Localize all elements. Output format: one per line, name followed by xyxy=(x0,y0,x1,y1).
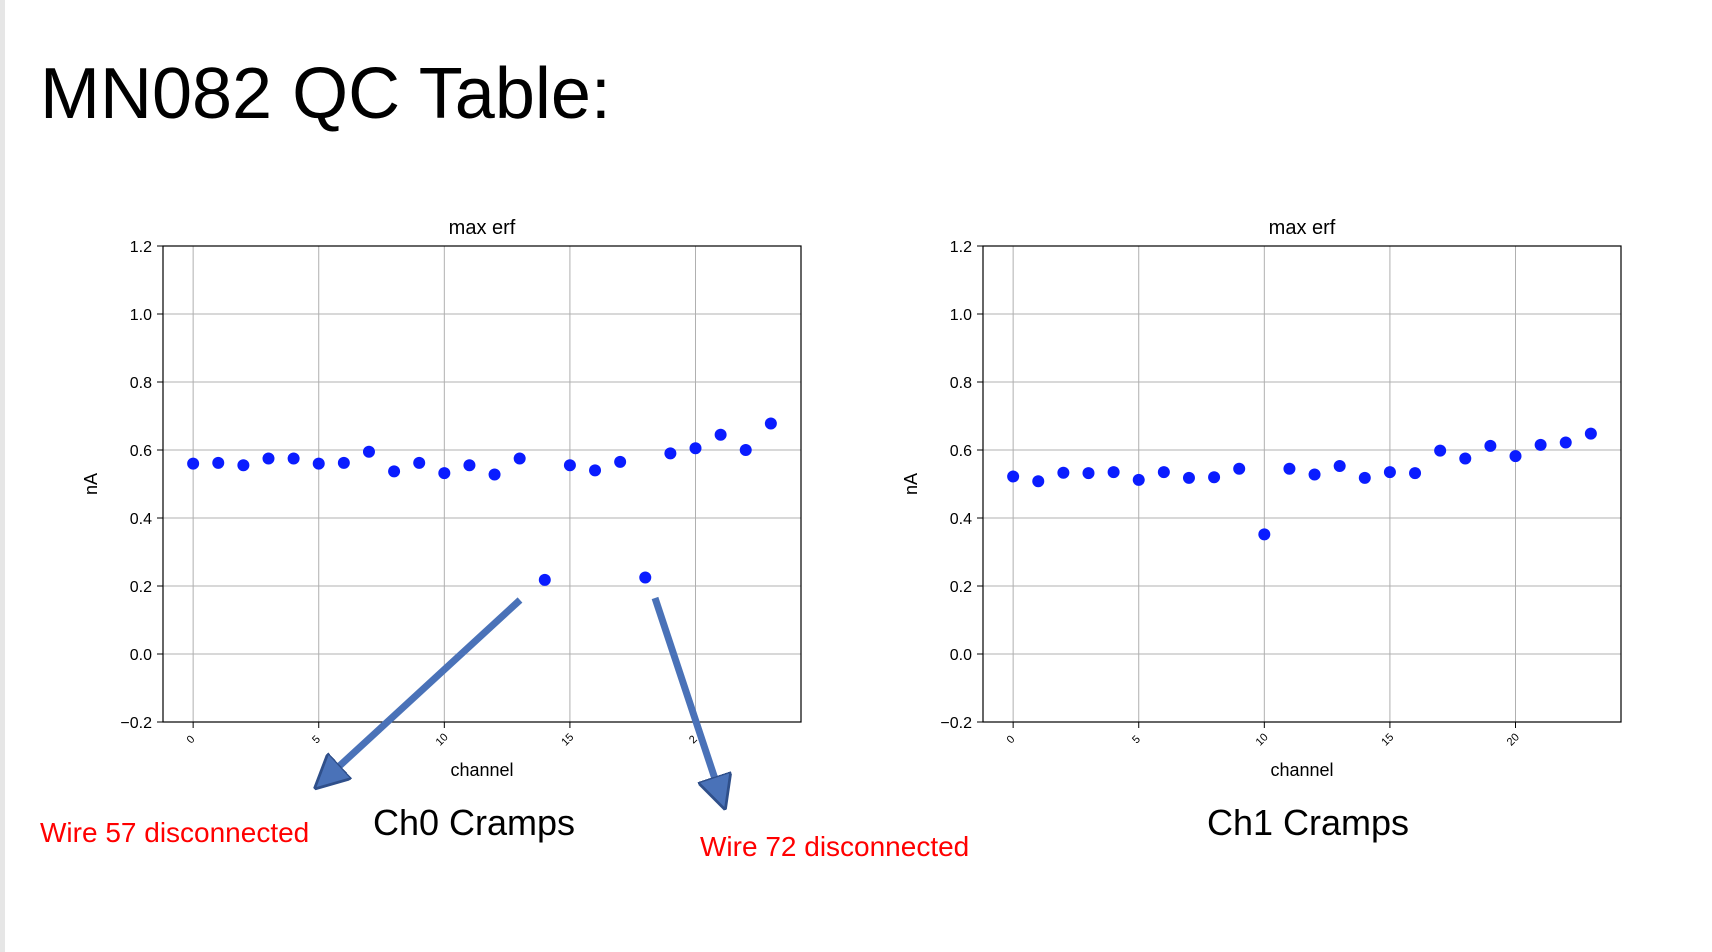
chart-ch1-point-19 xyxy=(1484,439,1497,452)
chart-ch1-point-14 xyxy=(1358,471,1371,484)
chart-ch0-xtick-label-2: 10 xyxy=(434,731,451,748)
chart-ch1-plot-frame xyxy=(982,245,1622,723)
chart-ch1-point-0 xyxy=(1007,470,1020,483)
chart-ch0-ytick-label-1: 0.0 xyxy=(130,647,152,664)
chart-ch1-xtick-label-4: 20 xyxy=(1505,731,1522,748)
chart-ch0-point-10 xyxy=(438,467,451,480)
chart-ch0-xtick-label-1: 5 xyxy=(310,733,323,746)
chart-ch0-point-16 xyxy=(589,464,602,477)
annotation-wire57: Wire 57 disconnected xyxy=(40,817,310,848)
chart-ch1-point-17 xyxy=(1434,444,1447,457)
chart-ch1-ytick-label-6: 1.0 xyxy=(950,307,972,324)
chart-ch1-xtick-label-3: 15 xyxy=(1379,731,1396,748)
annotation-wire72: Wire 72 disconnected xyxy=(700,831,970,862)
slide-title: MN082 QC Table: xyxy=(40,54,611,134)
chart-ch0-ytick-label-6: 1.0 xyxy=(130,307,152,324)
chart-ch0-point-2 xyxy=(237,459,250,472)
chart-ch1-ytick-label-5: 0.8 xyxy=(950,375,972,392)
chart-ch0-point-7 xyxy=(362,445,375,458)
chart-ch0-point-17 xyxy=(614,455,627,468)
chart-ch0-ytick-label-0: −0.2 xyxy=(120,715,152,732)
chart-ch1-point-20 xyxy=(1509,450,1522,463)
chart-ch1-point-6 xyxy=(1157,466,1170,479)
chart-ch1-max-erf: −0.2 0.0 0.2 0.4 0.6 0.8 1.0 1.2 0 5 10 15 20 max erf… xyxy=(901,217,1622,780)
chart-ch1-point-11 xyxy=(1283,462,1296,475)
chart-ch1-point-4 xyxy=(1107,466,1120,479)
chart-ch0-ytick-label-4: 0.6 xyxy=(130,443,152,460)
chart-ch0-ytick-label-3: 0.4 xyxy=(130,511,152,528)
chart-ch1-ytick-label-7: 1.2 xyxy=(950,239,972,256)
chart-ch1-point-15 xyxy=(1383,466,1396,479)
chart-ch1-point-23 xyxy=(1584,427,1597,440)
chart-ch0-ylabel: nA xyxy=(81,473,101,495)
chart-ch1-point-7 xyxy=(1182,471,1195,484)
chart-ch0-point-23 xyxy=(764,417,777,430)
chart-ch0-point-11 xyxy=(463,459,476,472)
chart-ch0-point-15 xyxy=(563,459,576,472)
chart-ch0-ytick-label-7: 1.2 xyxy=(130,239,152,256)
chart-ch1-ylabel: nA xyxy=(901,473,921,495)
chart-ch1-point-3 xyxy=(1082,467,1095,480)
chart-ch1-xlabel: channel xyxy=(1270,760,1333,780)
chart-ch1-point-12 xyxy=(1308,468,1321,481)
chart-ch1-point-21 xyxy=(1534,438,1547,451)
chart-ch0-ytick-label-2: 0.2 xyxy=(130,579,152,596)
chart-ch1-ytick-label-3: 0.4 xyxy=(950,511,972,528)
chart-ch1-point-16 xyxy=(1409,467,1422,480)
chart-ch0-xlabel: channel xyxy=(450,760,513,780)
chart-ch1-point-13 xyxy=(1333,459,1346,472)
chart-ch0-point-12 xyxy=(488,468,501,481)
slide-left-edge xyxy=(0,0,5,952)
chart-ch0-point-8 xyxy=(388,465,401,478)
chart-ch0-point-14 xyxy=(538,573,551,586)
chart-ch0-max-erf: −0.2 0.0 0.2 0.4 0.6 0.8 1.0 1.2 0 5 10 15 2 max erf c… xyxy=(81,217,802,780)
chart-ch0-point-6 xyxy=(337,456,350,469)
chart-ch0-point-3 xyxy=(262,452,275,465)
chart-ch1-point-1 xyxy=(1032,475,1045,488)
chart-ch1-xtick-label-0: 0 xyxy=(1005,733,1018,746)
chart-ch1-xtick-label-2: 10 xyxy=(1254,731,1271,748)
chart-ch1-xtick-label-1: 5 xyxy=(1130,733,1143,746)
caption-ch0: Ch0 Cramps xyxy=(373,802,576,843)
chart-ch0-point-20 xyxy=(689,442,702,455)
chart-ch1-ytick-label-2: 0.2 xyxy=(950,579,972,596)
chart-ch1-point-9 xyxy=(1233,462,1246,475)
chart-ch0-point-9 xyxy=(413,456,426,469)
chart-ch1-ytick-label-4: 0.6 xyxy=(950,443,972,460)
chart-ch0-point-19 xyxy=(664,447,677,460)
caption-ch1: Ch1 Cramps xyxy=(1207,802,1410,843)
chart-ch1-title: max erf xyxy=(1269,217,1336,239)
chart-ch0-point-0 xyxy=(187,457,200,470)
chart-ch1-point-18 xyxy=(1459,452,1472,465)
chart-ch0-xtick-label-0: 0 xyxy=(185,733,198,746)
chart-ch0-point-5 xyxy=(312,457,325,470)
chart-ch0-xtick-label-3: 15 xyxy=(559,731,576,748)
chart-ch0-point-22 xyxy=(739,444,752,456)
chart-ch0-point-13 xyxy=(513,452,526,465)
chart-ch0-xtick-label-4: 2 xyxy=(687,733,700,746)
chart-ch0-point-4 xyxy=(287,452,300,465)
chart-ch0-title: max erf xyxy=(449,217,516,239)
chart-ch0-point-21 xyxy=(714,428,727,441)
chart-ch1-point-22 xyxy=(1559,436,1572,449)
chart-ch1-ytick-label-0: −0.2 xyxy=(940,715,972,732)
chart-ch0-point-18 xyxy=(639,571,652,584)
chart-ch1-point-10 xyxy=(1258,528,1271,541)
chart-ch1-point-8 xyxy=(1208,471,1221,484)
chart-ch1-point-2 xyxy=(1057,466,1070,479)
chart-ch1-ytick-label-1: 0.0 xyxy=(950,647,972,664)
chart-ch0-plot-frame xyxy=(162,245,802,723)
chart-ch0-point-1 xyxy=(212,456,225,469)
chart-ch1-point-5 xyxy=(1132,473,1145,486)
chart-ch0-ytick-label-5: 0.8 xyxy=(130,375,152,392)
